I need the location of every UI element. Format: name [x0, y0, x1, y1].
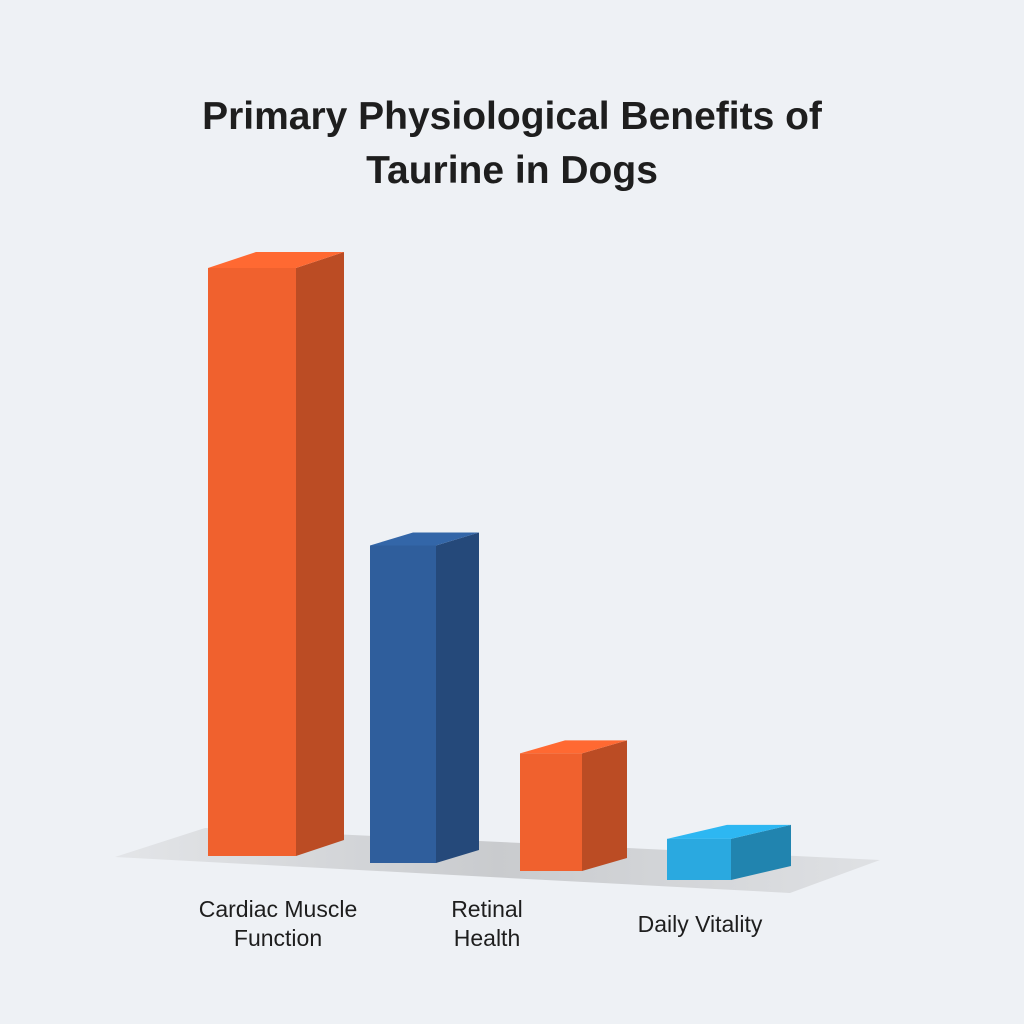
bar: [208, 252, 344, 856]
bar-side: [731, 824, 791, 880]
bar-side: [296, 252, 344, 856]
bar-front: [208, 268, 296, 856]
bar-top: [667, 824, 791, 839]
bar: [520, 740, 627, 871]
x-tick-label: Daily Vitality: [637, 911, 763, 937]
bar-top: [520, 740, 627, 754]
x-tick-label: Cardiac Muscle Function: [198, 896, 358, 951]
bar-front: [370, 545, 436, 863]
bar: [667, 824, 791, 880]
bar-front: [520, 753, 582, 871]
bar-top: [208, 252, 344, 268]
x-tick-label: Retinal Health: [451, 896, 523, 951]
bar-side: [436, 532, 479, 863]
bar-top: [370, 532, 479, 546]
bar-front: [667, 838, 731, 880]
bar: [370, 532, 479, 863]
bar-side: [582, 740, 627, 871]
chart-title: Primary Physiological Benefits of Taurin…: [202, 95, 822, 192]
